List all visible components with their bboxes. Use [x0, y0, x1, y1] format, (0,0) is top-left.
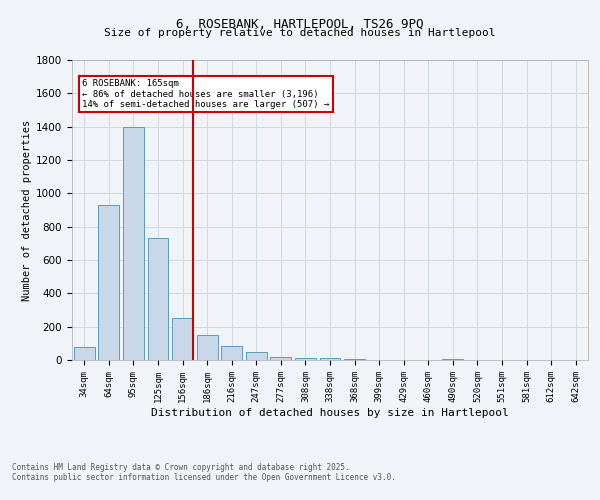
X-axis label: Distribution of detached houses by size in Hartlepool: Distribution of detached houses by size … — [151, 408, 509, 418]
Bar — [172, 318, 193, 360]
Bar — [442, 359, 463, 360]
Bar — [344, 359, 365, 360]
Text: Contains HM Land Registry data © Crown copyright and database right 2025.: Contains HM Land Registry data © Crown c… — [12, 464, 350, 472]
Bar — [246, 352, 267, 360]
Bar — [148, 238, 169, 360]
Bar — [295, 358, 316, 360]
Text: 6, ROSEBANK, HARTLEPOOL, TS26 9PQ: 6, ROSEBANK, HARTLEPOOL, TS26 9PQ — [176, 18, 424, 30]
Bar — [221, 346, 242, 360]
Text: Contains public sector information licensed under the Open Government Licence v3: Contains public sector information licen… — [12, 474, 396, 482]
Text: Size of property relative to detached houses in Hartlepool: Size of property relative to detached ho… — [104, 28, 496, 38]
Bar — [320, 358, 340, 360]
Text: 6 ROSEBANK: 165sqm
← 86% of detached houses are smaller (3,196)
14% of semi-deta: 6 ROSEBANK: 165sqm ← 86% of detached hou… — [82, 80, 329, 110]
Y-axis label: Number of detached properties: Number of detached properties — [22, 120, 32, 300]
Bar — [123, 126, 144, 360]
Bar — [74, 346, 95, 360]
Bar — [197, 335, 218, 360]
Bar — [271, 356, 292, 360]
Bar — [98, 205, 119, 360]
